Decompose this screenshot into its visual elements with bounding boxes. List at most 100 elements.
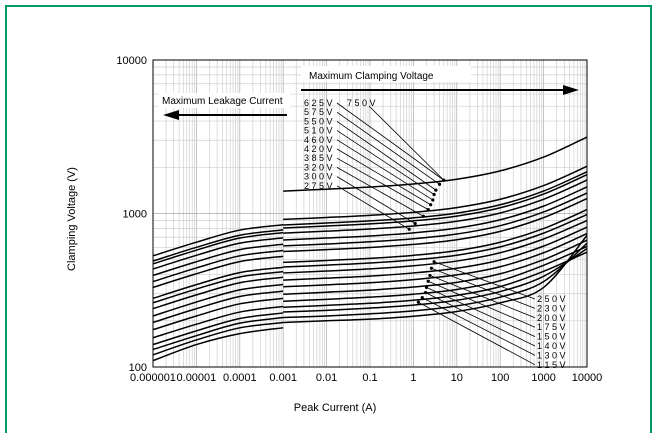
leakage-curve xyxy=(152,255,284,289)
y-tick-label: 1000 xyxy=(123,209,147,221)
lower-voltage-label: 2 5 0 V xyxy=(537,294,566,304)
leakage-curve xyxy=(152,305,284,339)
lower-voltage-labels: 2 5 0 V2 3 0 V2 0 0 V1 7 5 V1 5 0 V1 4 0… xyxy=(537,294,566,370)
x-tick-label: 10 xyxy=(451,372,463,384)
leader-arrowhead xyxy=(429,203,433,207)
lower-voltage-label: 1 4 0 V xyxy=(537,341,566,351)
upper-voltage-label: 4 6 0 V xyxy=(304,135,333,145)
clamping-curve xyxy=(283,226,588,281)
leader-line xyxy=(336,111,440,185)
upper-voltage-label: 5 5 0 V xyxy=(304,116,333,126)
leader-line xyxy=(425,292,536,347)
leakage-curve xyxy=(152,231,284,265)
clamping-curve xyxy=(283,208,588,264)
clamping-curve xyxy=(283,174,588,229)
max-clamping-arrowhead xyxy=(563,85,579,95)
leader-line xyxy=(368,105,445,181)
leader-arrowhead xyxy=(416,300,420,304)
leader-line xyxy=(336,121,437,191)
leader-line xyxy=(336,148,431,206)
leader-line xyxy=(418,301,536,366)
leader-arrowhead xyxy=(421,214,426,218)
max-leakage-label: Maximum Leakage Current xyxy=(162,96,283,107)
leader-arrowhead xyxy=(420,296,424,300)
x-axis-label: Peak Current (A) xyxy=(294,402,377,414)
x-tick-label: 10000 xyxy=(572,372,603,384)
leader-arrowhead xyxy=(407,227,411,231)
lower-voltage-label: 1 1 5 V xyxy=(537,360,566,370)
x-tick-labels: 0.000001 0.00001 0.0001 0.001 0.01 0.1 1 10 100 1… xyxy=(130,372,602,384)
leader-line xyxy=(428,280,536,328)
leakage-curve xyxy=(152,266,284,300)
x-tick-label: 0.1 xyxy=(362,372,377,384)
upper-voltage-label: 2 7 5 V xyxy=(304,181,333,191)
leakage-curve xyxy=(152,243,284,277)
leader-arrowhead xyxy=(431,198,435,202)
chart-frame: 0.000001 0.00001 0.0001 0.001 0.01 0.1 1 10 100 1… xyxy=(5,5,652,433)
x-tick-label: 1000 xyxy=(531,372,555,384)
leader-line xyxy=(433,261,536,300)
x-tick-label: 100 xyxy=(491,372,509,384)
leader-lines xyxy=(336,102,536,366)
clamping-curve xyxy=(283,242,588,319)
clamping-curve xyxy=(283,245,588,303)
clamping-curve xyxy=(283,213,588,268)
upper-voltage-label: 3 2 0 V xyxy=(304,162,333,172)
x-tick-label: 0.001 xyxy=(269,372,297,384)
clamping-curve xyxy=(283,171,588,226)
x-tick-label: 0.01 xyxy=(316,372,337,384)
upper-voltage-label: 4 2 0 V xyxy=(304,144,333,154)
leader-line xyxy=(336,185,410,230)
arrows xyxy=(158,66,579,120)
clamping-curve xyxy=(283,234,588,324)
leakage-curve xyxy=(152,312,284,346)
upper-voltage-label: 3 8 5 V xyxy=(304,153,333,163)
leader-line xyxy=(426,287,536,337)
clamping-curve xyxy=(283,239,588,295)
lower-voltage-label: 1 5 0 V xyxy=(537,332,566,342)
clamping-curve xyxy=(283,251,588,309)
y-tick-label: 10000 xyxy=(116,55,147,67)
leakage-curve xyxy=(152,316,284,351)
leader-line xyxy=(336,157,429,210)
x-tick-label: 0.000001 xyxy=(130,372,176,384)
max-leakage-label-bg xyxy=(158,93,290,108)
clamping-curve xyxy=(283,197,588,253)
plot-border xyxy=(152,59,588,368)
clamping-curve xyxy=(283,192,588,247)
clamping-curve xyxy=(283,165,588,221)
leakage-curve xyxy=(152,327,284,362)
leader-line xyxy=(336,139,434,201)
leader-arrowhead xyxy=(432,192,436,197)
x-tick-label: 1 xyxy=(410,372,416,384)
leader-arrowhead xyxy=(426,208,430,212)
leakage-curve xyxy=(152,270,284,304)
leakage-curve xyxy=(152,276,284,310)
leakage-curve xyxy=(152,229,284,262)
upper-voltage-labels: 6 2 5 V5 7 5 V5 5 0 V5 1 0 V4 6 0 V4 2 0… xyxy=(304,98,376,191)
max-clamping-label: Maximum Clamping Voltage xyxy=(309,71,434,82)
upper-voltage-label: 5 1 0 V xyxy=(304,126,333,136)
lower-voltage-label: 2 3 0 V xyxy=(537,303,566,313)
clamping-curve xyxy=(283,248,588,313)
leakage-curve xyxy=(152,297,284,331)
lower-voltage-label: 1 3 0 V xyxy=(537,350,566,360)
leader-arrowhead xyxy=(429,266,434,270)
leader-line xyxy=(336,167,424,217)
leader-line xyxy=(431,267,536,309)
leakage-curve xyxy=(152,283,284,317)
max-clamping-label-bg xyxy=(301,66,471,82)
y-tick-label: 100 xyxy=(129,362,147,374)
leader-arrowhead xyxy=(426,279,430,283)
leader-line xyxy=(336,130,435,195)
leakage-curve xyxy=(152,290,284,324)
leakage-curve xyxy=(152,321,284,356)
leakage-curve xyxy=(152,237,284,270)
leader-arrowhead xyxy=(413,221,417,226)
max-leakage-arrowhead xyxy=(163,110,179,120)
clamping-curve xyxy=(283,219,588,274)
clamping-curve xyxy=(283,186,588,241)
leader-arrowhead xyxy=(423,291,428,295)
curves xyxy=(152,136,588,362)
leakage-curve xyxy=(152,223,284,257)
